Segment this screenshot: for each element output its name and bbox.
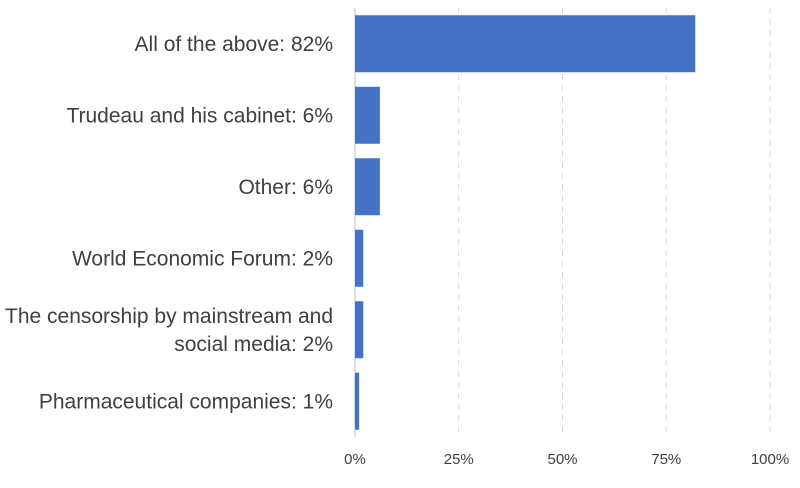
category-label: social media: 2%	[174, 333, 333, 356]
bar	[355, 301, 364, 359]
category-label: Other: 6%	[238, 176, 333, 199]
bar	[355, 372, 360, 430]
x-tick-label: 25%	[444, 451, 474, 468]
x-axis-ticks: 0% 25% 50% 75% 100%	[344, 451, 789, 468]
bars	[355, 15, 696, 430]
category-labels: All of the above: 82% Trudeau and his cab…	[5, 33, 333, 414]
category-label: Pharmaceutical companies: 1%	[39, 390, 333, 413]
bar	[355, 229, 364, 287]
x-tick-label: 75%	[651, 451, 681, 468]
bar	[355, 158, 380, 216]
category-label: The censorship by mainstream and	[5, 305, 333, 328]
category-label: All of the above: 82%	[135, 33, 333, 56]
x-tick-label: 0%	[344, 451, 366, 468]
bar	[355, 15, 696, 73]
gridlines	[354, 8, 771, 437]
x-tick-label: 50%	[547, 451, 577, 468]
x-tick-label: 100%	[751, 451, 789, 468]
category-label: World Economic Forum: 2%	[72, 247, 333, 270]
category-label: Trudeau and his cabinet: 6%	[66, 104, 333, 127]
bar	[355, 86, 380, 144]
